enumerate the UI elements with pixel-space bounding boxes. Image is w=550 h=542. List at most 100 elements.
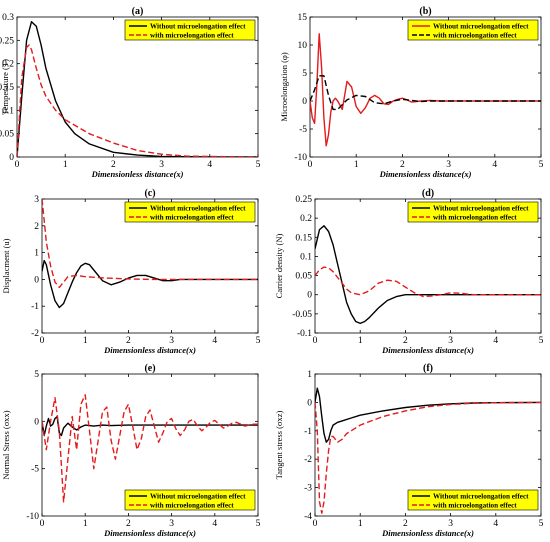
x-tick-label: 3 [169, 336, 174, 346]
x-tick-label: 1 [83, 336, 88, 346]
y-tick-label: 0.05 [295, 272, 312, 282]
panel-title: (b) [419, 6, 431, 17]
panel-title: (d) [422, 188, 434, 199]
series-group [17, 21, 258, 157]
x-tick-label: 1 [354, 160, 359, 170]
y-tick-label: -2 [304, 455, 312, 465]
legend-label: with microelongation effect [433, 502, 517, 510]
y-tick-label: 5 [34, 370, 39, 380]
series-line-1 [315, 266, 541, 298]
chart-panel-3: 0 1 2 3 4 5 -0.1 -0.05 0 0.05 0.1 0.15 0.2 0.25 (d) Dim… [274, 188, 544, 355]
y-tick-label: -5 [31, 465, 39, 475]
y-tick-label: 0 [9, 153, 14, 163]
series-group [42, 394, 258, 503]
y-tick-label: 0 [307, 291, 312, 301]
legend-box [124, 201, 256, 223]
y-tick-label: 1 [307, 370, 312, 380]
x-tick-label: 1 [358, 336, 363, 346]
x-tick-label: 2 [126, 519, 131, 529]
legend-label: Without microelongation effect [433, 493, 529, 501]
legend-box [124, 19, 256, 41]
x-tick-label: 4 [492, 160, 497, 170]
legend-label: Without microelongation effect [150, 493, 246, 501]
x-tick-label: 3 [159, 160, 164, 170]
y-tick-label: 15 [298, 13, 308, 23]
chart-panel-2: 0 1 2 3 4 5 -2 -1 0 1 2 3 (c) Dimensionless distance(… [1, 188, 261, 355]
x-axis-label: Dimensionless distance(x) [91, 169, 184, 179]
x-axis-label: Dimensionless distance(x) [103, 528, 196, 538]
y-tick-label: 2 [34, 222, 39, 232]
x-tick-label: 2 [400, 160, 405, 170]
y-tick-label: 0 [307, 398, 312, 408]
y-tick-label: -5 [299, 125, 307, 135]
series-group [315, 225, 541, 325]
x-tick-label: 2 [126, 336, 131, 346]
legend-label: with microelongation effect [150, 214, 234, 222]
x-tick-label: 0 [313, 519, 318, 529]
y-tick-label: 0.1 [300, 252, 312, 262]
y-tick-label: 5 [302, 69, 307, 79]
x-tick-label: 3 [448, 336, 453, 346]
x-tick-label: 0 [15, 160, 20, 170]
y-tick-label: -0.1 [297, 329, 312, 339]
y-tick-label: 10 [298, 41, 308, 51]
y-tick-label: -0.05 [292, 310, 312, 320]
x-tick-label: 5 [539, 519, 544, 529]
x-tick-label: 5 [256, 519, 261, 529]
series-line-0 [315, 387, 541, 443]
panel-title: (c) [144, 188, 155, 199]
plot-frame [16, 16, 259, 158]
series-group [42, 199, 258, 309]
chart-panel-1: 0 1 2 3 4 5 -10 -5 0 5 10 15 (b) Dimensionless distan… [279, 6, 544, 179]
legend-label: with microelongation effect [150, 32, 234, 40]
series-line-1 [315, 401, 541, 514]
y-tick-label: -2 [31, 329, 39, 339]
x-axis-label: Dimensionless distance(x) [103, 345, 196, 355]
legend-label: Without microelongation effect [150, 23, 246, 31]
y-tick-label: -1 [31, 302, 39, 312]
x-tick-label: 5 [539, 160, 544, 170]
legend-label: Without microelongation effect [433, 23, 529, 31]
x-tick-label: 4 [493, 336, 498, 346]
panel-title: (f) [423, 363, 433, 374]
series-line-1 [17, 44, 258, 157]
y-tick-label: 1 [34, 249, 39, 259]
x-tick-label: 5 [539, 336, 544, 346]
x-tick-label: 2 [403, 519, 408, 529]
x-tick-label: 5 [256, 336, 261, 346]
x-tick-label: 3 [169, 519, 174, 529]
y-tick-label: 0.2 [2, 60, 14, 70]
y-tick-label: 0.15 [295, 233, 312, 243]
series-line-1 [42, 394, 258, 503]
y-axis-label: Microelongation (φ) [279, 52, 289, 122]
y-tick-label: 0.15 [0, 83, 14, 93]
x-tick-label: 4 [493, 519, 498, 529]
plot-frame [309, 16, 542, 158]
series-line-1 [310, 75, 541, 111]
chart-panel-0: 0 1 2 3 4 5 0 0.05 0.1 0.15 0.2 0.25 0.3 (a) Dimension… [0, 6, 261, 179]
legend-box [407, 489, 539, 511]
y-tick-label: -10 [294, 153, 307, 163]
legend-label: with microelongation effect [150, 502, 234, 510]
y-tick-label: 0.2 [300, 214, 312, 224]
series-line-1 [42, 199, 258, 289]
legend-box [407, 201, 539, 223]
x-tick-label: 1 [358, 519, 363, 529]
legend-box [407, 19, 539, 41]
x-tick-label: 0 [313, 336, 318, 346]
legend-box [124, 489, 256, 511]
x-tick-label: 4 [212, 336, 217, 346]
x-tick-label: 0 [40, 519, 45, 529]
panel-title: (e) [144, 363, 155, 374]
y-axis-label: Carrier density (N) [274, 233, 284, 298]
panel-title: (a) [132, 6, 144, 17]
y-tick-label: -4 [304, 512, 312, 522]
series-line-0 [42, 259, 258, 309]
x-tick-label: 2 [111, 160, 116, 170]
